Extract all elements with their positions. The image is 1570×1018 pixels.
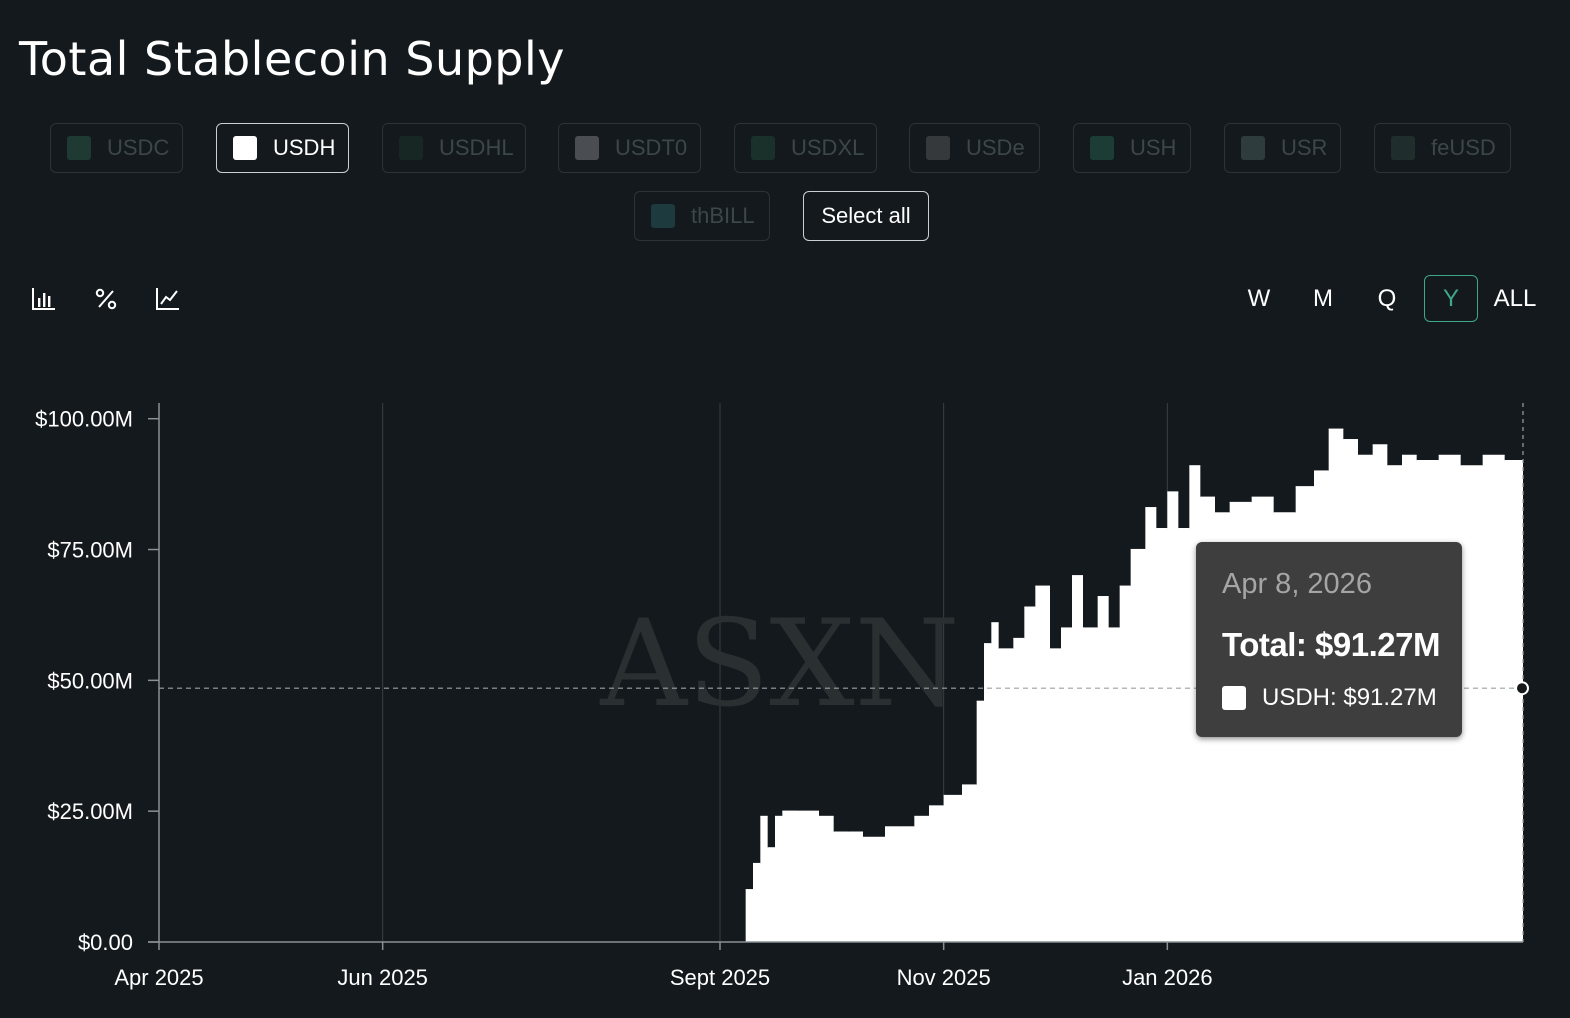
tooltip-series-value: USDH: $91.27M <box>1262 684 1437 711</box>
filter-swatch <box>651 204 675 228</box>
filter-label: feUSD <box>1431 135 1496 160</box>
filter-swatch <box>575 136 599 160</box>
bar-chart-icon <box>32 287 55 310</box>
filter-swatch <box>1090 136 1114 160</box>
range-button-m[interactable]: M <box>1313 284 1333 312</box>
x-tick-label: Jan 2026 <box>1122 965 1213 990</box>
filter-pill-thbill[interactable]: thBILL <box>634 191 770 241</box>
select-all-button[interactable]: Select all <box>803 191 929 241</box>
x-tick-label: Apr 2025 <box>114 965 203 990</box>
bar-chart-view-button[interactable] <box>19 275 69 322</box>
filter-label: thBILL <box>691 203 755 228</box>
filter-swatch <box>399 136 423 160</box>
filter-label: USDHL <box>439 135 514 160</box>
filter-pill-ush[interactable]: USH <box>1073 123 1191 173</box>
y-tick-label: $100.00M <box>35 407 133 432</box>
y-tick-label: $25.00M <box>47 799 133 824</box>
filter-label: USH <box>1130 135 1177 160</box>
y-tick-label: $75.00M <box>47 538 133 563</box>
filter-label: USDH <box>273 135 336 160</box>
tooltip-total: Total: $91.27M <box>1222 626 1440 663</box>
filter-swatch <box>1391 136 1415 160</box>
y-tick-label: $50.00M <box>47 668 133 693</box>
percent-view-button[interactable] <box>81 275 131 322</box>
filter-swatch <box>1241 136 1265 160</box>
crosshair-point <box>1515 681 1529 696</box>
filter-pill-usde[interactable]: USDe <box>909 123 1040 173</box>
x-tick-label: Jun 2025 <box>337 965 428 990</box>
tooltip-series-swatch <box>1222 686 1246 710</box>
line-chart-icon <box>156 287 179 310</box>
chart-tooltip: Apr 8, 2026 Total: $91.27M USDH: $91.27M <box>1196 542 1462 737</box>
filter-pill-usdxl[interactable]: USDXL <box>734 123 877 173</box>
filter-label: USDT0 <box>615 135 688 160</box>
watermark-text: ASXN <box>599 595 959 734</box>
percent-icon <box>95 288 117 309</box>
filter-pill-usdhl[interactable]: USDHL <box>382 123 526 173</box>
tooltip-series-row: USDH: $91.27M <box>1222 684 1437 712</box>
page-title: Total Stablecoin Supply <box>19 32 566 86</box>
filter-pill-usdc[interactable]: USDC <box>50 123 183 173</box>
range-button-q[interactable]: Q <box>1377 284 1397 312</box>
filter-pill-usdh[interactable]: USDH <box>216 123 349 173</box>
y-tick-label: $0.00 <box>78 930 133 955</box>
range-button-y[interactable]: Y <box>1424 275 1478 322</box>
x-tick-label: Sept 2025 <box>670 965 770 990</box>
filter-swatch <box>67 136 91 160</box>
filter-label: USR <box>1281 135 1328 160</box>
tooltip-date: Apr 8, 2026 <box>1222 568 1372 600</box>
filter-pill-usr[interactable]: USR <box>1224 123 1341 173</box>
filter-label: USDe <box>966 135 1025 160</box>
filter-label: USDC <box>107 135 170 160</box>
filter-swatch <box>926 136 950 160</box>
filter-pill-usdt0[interactable]: USDT0 <box>558 123 701 173</box>
line-chart-view-button[interactable] <box>143 275 193 322</box>
filter-label: USDXL <box>791 135 865 160</box>
range-button-all[interactable]: ALL <box>1493 284 1537 312</box>
range-button-w[interactable]: W <box>1247 284 1271 312</box>
x-tick-label: Nov 2025 <box>897 965 991 990</box>
filter-swatch <box>233 136 257 160</box>
filter-swatch <box>751 136 775 160</box>
filter-pill-feusd[interactable]: feUSD <box>1374 123 1511 173</box>
